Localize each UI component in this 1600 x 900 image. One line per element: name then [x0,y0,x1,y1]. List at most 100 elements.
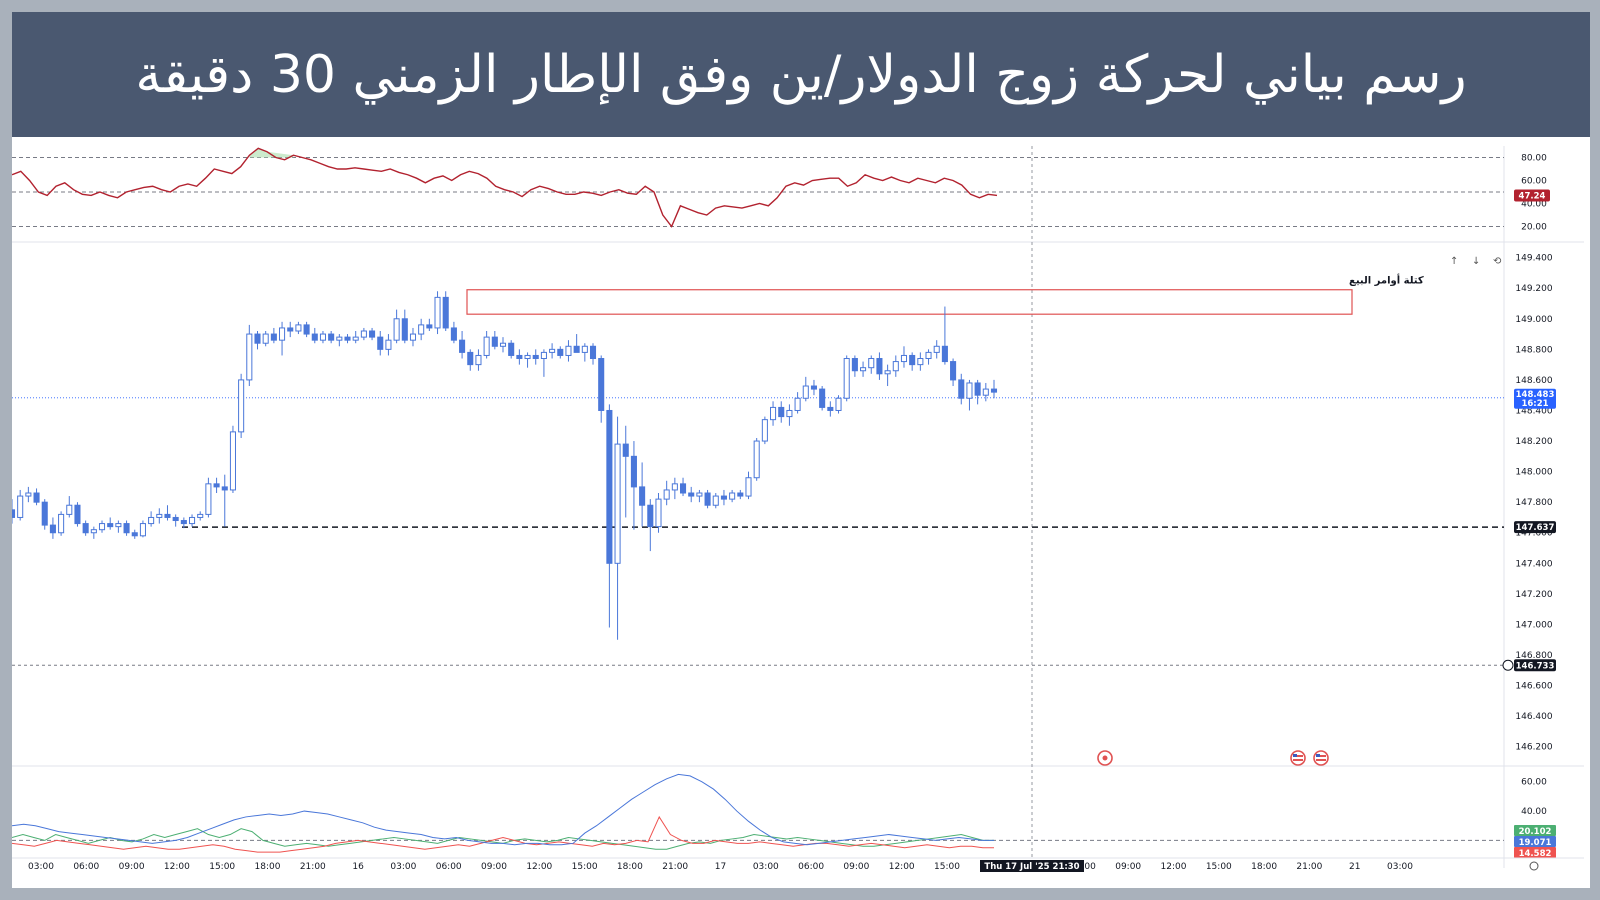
candle[interactable] [139,520,146,538]
candle[interactable] [810,379,818,396]
candle[interactable] [107,517,114,530]
candle[interactable] [720,489,727,506]
time-axis[interactable]: 03:00 06:00 09:00 12:00 15:00 18:00 21:00 16 03:… [12,857,1584,872]
event-markers[interactable] [1097,750,1329,766]
candle[interactable] [966,379,973,411]
loop-icon[interactable]: ⟲ [1493,256,1502,267]
candle[interactable] [475,349,482,371]
candle[interactable] [58,511,65,536]
candle[interactable] [491,331,498,350]
candle[interactable] [565,340,572,362]
candle[interactable] [884,364,891,387]
candle[interactable] [974,379,981,405]
scroll-up-icon[interactable]: ↑ [1450,256,1458,267]
candle[interactable] [549,343,556,359]
candle[interactable] [540,349,547,377]
candle[interactable] [385,334,392,356]
candle[interactable] [360,327,367,341]
candle[interactable] [98,520,106,533]
candle[interactable] [778,401,785,423]
candle[interactable] [630,441,637,530]
candle[interactable] [270,327,277,344]
candle[interactable] [573,334,580,353]
candle[interactable] [148,511,155,527]
candle[interactable] [393,309,400,344]
candle[interactable] [352,331,359,344]
candle[interactable] [524,352,531,368]
price-panel[interactable]: كتلة أوامر البيع [12,274,1504,666]
candle[interactable] [115,520,122,533]
candle[interactable] [508,340,515,359]
candle[interactable] [679,477,687,497]
candle[interactable] [156,508,163,524]
candle[interactable] [802,376,809,402]
candle[interactable] [82,520,89,536]
candle[interactable] [958,373,965,405]
candle[interactable] [483,331,490,359]
candle[interactable] [532,349,539,365]
candle[interactable] [909,352,916,371]
candle[interactable] [442,291,449,332]
candle[interactable] [737,489,744,500]
candle[interactable] [557,346,564,359]
sell-order-block-zone[interactable] [466,289,1353,315]
candle[interactable] [295,321,302,335]
candle[interactable] [33,488,40,506]
candle[interactable] [246,324,253,387]
event-marker-us-flag-icon[interactable] [1290,750,1306,766]
candle[interactable] [450,321,457,344]
candle[interactable] [467,349,474,371]
candle[interactable] [459,331,466,359]
nav-controls[interactable]: ↑ ↓ ⟲ [1450,256,1502,267]
candle[interactable] [74,502,81,527]
candle[interactable] [499,337,507,353]
event-marker-us-flag-icon[interactable] [1313,750,1329,766]
candle[interactable] [892,355,899,377]
candle[interactable] [336,334,343,347]
candle[interactable] [49,517,56,539]
candle[interactable] [647,499,654,552]
candle[interactable] [369,327,376,341]
candle[interactable] [753,437,760,481]
candle[interactable] [835,395,842,414]
candle[interactable] [622,425,629,518]
candle[interactable] [131,529,138,539]
candle[interactable] [827,401,834,417]
event-marker-target-icon[interactable] [1097,750,1113,766]
candle[interactable] [205,477,212,518]
candle[interactable] [712,493,719,509]
candle[interactable] [287,321,294,338]
candle[interactable] [990,379,998,399]
candle[interactable] [819,386,826,411]
candle[interactable] [663,480,670,506]
candle[interactable] [254,331,261,350]
candle[interactable] [745,471,752,500]
candle[interactable] [213,477,220,494]
candle[interactable] [639,462,646,527]
candle[interactable] [41,499,48,530]
candle[interactable] [328,331,335,344]
candle[interactable] [66,496,73,518]
candle[interactable] [729,489,736,503]
candle[interactable] [614,416,621,640]
candle[interactable] [172,514,179,527]
candle[interactable] [279,321,286,356]
candle[interactable] [238,373,245,438]
candle[interactable] [426,318,433,332]
candle[interactable] [262,331,269,347]
candle[interactable] [377,331,384,356]
candle[interactable] [786,404,793,426]
candle[interactable] [25,486,32,503]
candle[interactable] [319,331,327,344]
candle[interactable] [933,340,940,359]
price-axis[interactable]: 80.00 60.00 40.00 20.00 47.24 149.400 149.200 1… [1502,154,1556,860]
candle[interactable] [598,355,605,423]
candle[interactable] [860,361,867,377]
candle[interactable] [303,321,310,338]
candle[interactable] [606,404,613,628]
candle[interactable] [188,514,196,527]
candle[interactable] [164,505,171,521]
eye-icon[interactable] [1502,659,1514,671]
candle[interactable] [671,477,678,500]
candle[interactable] [900,346,908,368]
